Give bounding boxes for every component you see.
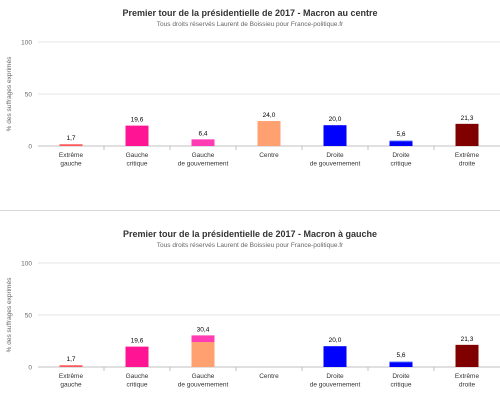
data-label: 1,7 <box>66 356 75 363</box>
x-tick-label: Extrême gauche <box>59 152 84 168</box>
bar-segment <box>191 139 215 146</box>
chart-divider <box>0 210 500 211</box>
bar-segment <box>389 362 413 367</box>
y-axis-label: % des suffrages exprimés <box>6 277 13 352</box>
chart-macron-a-gauche: Premier tour de la présidentielle de 201… <box>0 221 500 411</box>
x-tick-label-line: Droite <box>392 152 410 159</box>
data-label: 1,7 <box>66 135 75 142</box>
data-label: 21,3 <box>461 336 474 343</box>
data-label: 24,0 <box>263 112 276 119</box>
x-tick-label-line: Centre <box>259 152 279 159</box>
data-label: 5,6 <box>396 352 405 359</box>
x-tick-label: Centre <box>259 373 279 380</box>
y-tick-label: 50 <box>25 92 33 99</box>
data-label: 19,6 <box>131 338 144 345</box>
chart-macron-au-centre: Premier tour de la présidentielle de 201… <box>0 0 500 190</box>
x-tick-label: Gauche critique <box>126 373 149 389</box>
x-tick-label-line: de gouvernement <box>310 382 361 389</box>
data-label: 30,4 <box>197 326 210 333</box>
x-tick-label: Gauche de gouvernement <box>178 152 229 168</box>
x-tick-label: Gauche de gouvernement <box>178 373 229 389</box>
x-tick-label-line: Droite <box>392 373 410 380</box>
data-label: 20,0 <box>329 116 342 123</box>
x-tick-label-line: Droite <box>326 373 344 380</box>
y-tick-label: 100 <box>21 261 32 268</box>
x-tick-label: Extrême droite <box>455 152 480 168</box>
y-tick-label: 50 <box>25 313 33 320</box>
x-tick-label-line: droite <box>459 161 476 168</box>
y-tick-label: 0 <box>28 144 32 151</box>
x-tick-label-line: Gauche <box>126 373 149 380</box>
chart-subtitle: Tous droits réservés Laurent de Boissieu… <box>156 21 344 28</box>
bar-segment <box>389 361 413 363</box>
x-tick-label: Gauche critique <box>126 152 149 168</box>
bar-segment <box>455 344 479 367</box>
x-tick-label-line: Gauche <box>192 373 215 380</box>
x-tick-label-line: de gouvernement <box>178 161 229 168</box>
x-tick-label-line: Extrême <box>59 373 84 380</box>
bar-segment <box>59 365 83 367</box>
bar-segment <box>389 140 413 142</box>
bar-segment <box>323 346 347 367</box>
y-tick-label: 0 <box>28 365 32 372</box>
bar-segment <box>125 346 149 367</box>
x-tick-label-line: de gouvernement <box>178 382 229 389</box>
data-label: 20,0 <box>329 337 342 344</box>
bar-segment <box>125 125 149 146</box>
bar-chart-plot: 0 50 100 % des suffrages exprimés 1,7 Extrême… <box>6 40 500 168</box>
x-tick-label: Droite critique <box>391 152 412 168</box>
data-label: 5,6 <box>396 131 405 138</box>
x-tick-label-line: critique <box>127 382 148 389</box>
x-tick-label-line: Extrême <box>59 152 84 159</box>
x-tick-label-line: droite <box>459 382 476 389</box>
x-tick-label: Centre <box>259 152 279 159</box>
data-label: 19,6 <box>131 117 144 124</box>
x-tick-label-line: Extrême <box>455 373 480 380</box>
x-tick-label-line: gauche <box>60 161 82 168</box>
x-tick-label-line: critique <box>391 382 412 389</box>
x-tick-label-line: Gauche <box>192 152 215 159</box>
y-axis-label: % des suffrages exprimés <box>6 56 13 131</box>
bar-segment <box>59 144 83 146</box>
x-tick-label: Extrême gauche <box>59 373 84 389</box>
chart-subtitle: Tous droits réservés Laurent de Boissieu… <box>156 242 344 249</box>
x-tick-label: Extrême droite <box>455 373 480 389</box>
bar-segment <box>191 335 215 343</box>
data-label: 21,3 <box>461 115 474 122</box>
bar-segment <box>389 141 413 146</box>
bar-segment <box>191 342 215 367</box>
y-tick-label: 100 <box>21 40 32 47</box>
x-tick-label-line: gauche <box>60 382 82 389</box>
x-tick-label-line: Centre <box>259 373 279 380</box>
x-tick-label-line: critique <box>127 161 148 168</box>
bar-segment <box>323 125 347 146</box>
x-tick-label-line: Droite <box>326 152 344 159</box>
bar-chart-plot: 0 50 100 % des suffrages exprimés 1,7 Extrême… <box>6 261 500 389</box>
x-tick-label-line: Extrême <box>455 152 480 159</box>
chart-title: Premier tour de la présidentielle de 201… <box>122 229 378 239</box>
chart-title: Premier tour de la présidentielle de 201… <box>122 8 378 18</box>
bar-segment <box>455 123 479 146</box>
x-tick-label-line: Gauche <box>126 152 149 159</box>
x-tick-label-line: de gouvernement <box>310 161 361 168</box>
x-tick-label: Droite critique <box>391 373 412 389</box>
bar-segment <box>257 121 281 146</box>
x-tick-label: Droite de gouvernement <box>310 152 361 168</box>
x-tick-label-line: critique <box>391 161 412 168</box>
data-label: 6,4 <box>198 130 207 137</box>
x-tick-label: Droite de gouvernement <box>310 373 361 389</box>
